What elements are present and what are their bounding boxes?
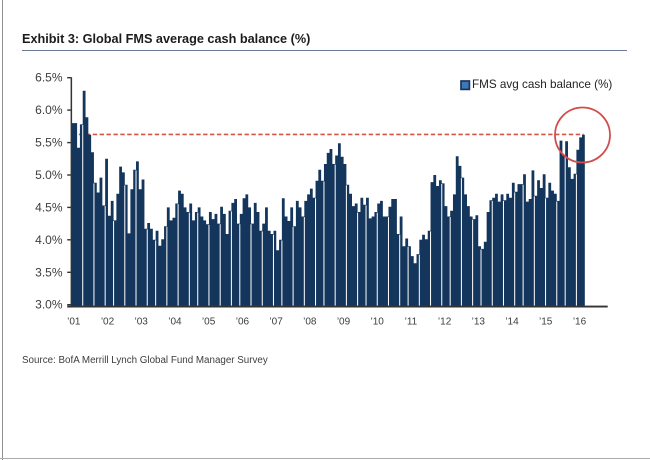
svg-text:3.5%: 3.5%: [35, 265, 63, 279]
svg-text:’16: ’16: [573, 317, 587, 328]
svg-text:’06: ’06: [236, 317, 250, 328]
svg-text:’15: ’15: [539, 317, 553, 328]
svg-text:5.5%: 5.5%: [35, 136, 63, 150]
svg-text:’02: ’02: [101, 317, 115, 328]
svg-text:6.0%: 6.0%: [35, 103, 63, 117]
svg-text:5.0%: 5.0%: [35, 168, 63, 182]
svg-text:’01: ’01: [67, 317, 81, 328]
svg-text:’09: ’09: [337, 317, 351, 328]
svg-text:’07: ’07: [269, 317, 283, 328]
svg-text:’04: ’04: [168, 317, 182, 328]
svg-text:’08: ’08: [303, 317, 317, 328]
svg-text:’12: ’12: [438, 317, 452, 328]
svg-text:’13: ’13: [472, 317, 486, 328]
svg-text:3.0%: 3.0%: [35, 298, 63, 312]
svg-text:4.5%: 4.5%: [35, 200, 63, 214]
svg-text:’14: ’14: [505, 317, 519, 328]
svg-text:4.0%: 4.0%: [35, 233, 63, 247]
svg-text:6.5%: 6.5%: [35, 71, 63, 85]
svg-text:’11: ’11: [405, 317, 418, 328]
svg-text:’10: ’10: [371, 317, 385, 328]
svg-text:’03: ’03: [135, 317, 149, 328]
svg-text:’05: ’05: [202, 317, 216, 328]
